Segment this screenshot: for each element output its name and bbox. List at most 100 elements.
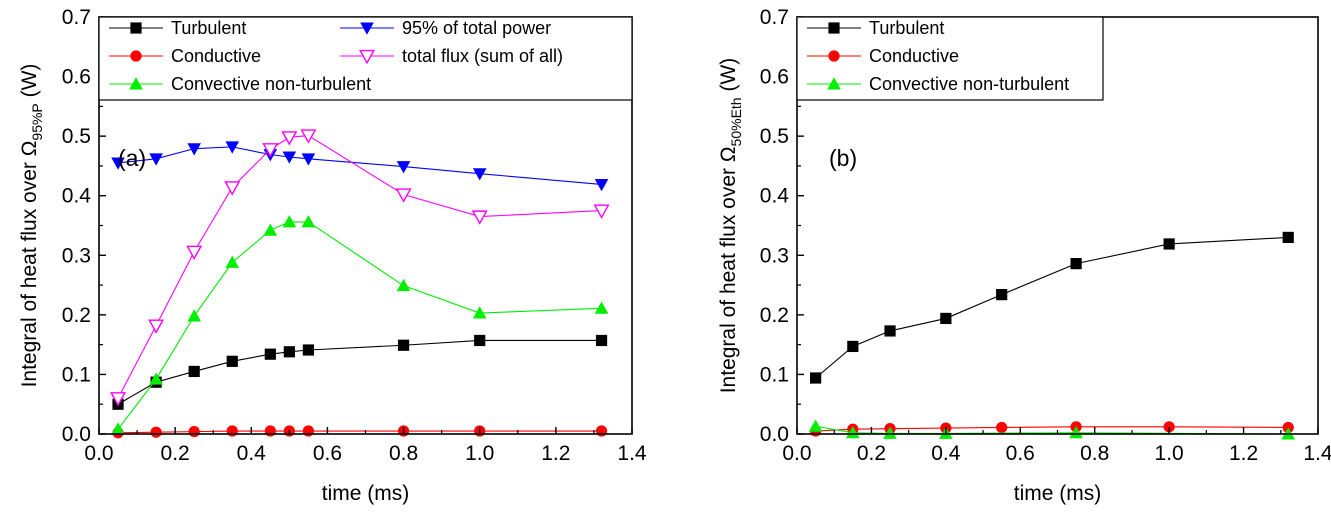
- legend-marker: [828, 50, 840, 62]
- legend-item: Turbulent: [807, 18, 944, 38]
- series-line: [117, 221, 602, 430]
- data-point: [282, 151, 297, 164]
- legend-label: Conductive: [869, 46, 959, 66]
- x-tick-label: 0.0: [84, 442, 113, 465]
- data-point: [282, 215, 297, 228]
- series-line: [117, 146, 602, 185]
- data-point: [187, 309, 201, 322]
- series-line: [815, 426, 1289, 432]
- y-axis-title-main: Integral of heat flux over Ω: [18, 141, 41, 388]
- data-point: [471, 210, 488, 225]
- data-point: [225, 141, 240, 154]
- x-axis-title: time (ms): [1014, 482, 1102, 505]
- panel-label: (b): [829, 145, 857, 171]
- legend: Turbulent Conductive Convective non-turbul…: [98, 16, 633, 101]
- x-tick-label: 1.4: [617, 442, 647, 465]
- data-point: [593, 204, 610, 219]
- y-tick-label: 0.4: [62, 185, 92, 208]
- legend-label: Turbulent: [869, 18, 944, 38]
- y-tick-label: 0.3: [760, 244, 789, 267]
- legend-label: Turbulent: [171, 18, 246, 38]
- y-axis-title-subscript: 95%P: [29, 103, 45, 140]
- data-point: [226, 355, 238, 367]
- data-point: [186, 245, 203, 260]
- x-tick-label: 0.6: [313, 442, 342, 465]
- data-point: [281, 131, 298, 146]
- legend-marker: [828, 22, 840, 34]
- data-point: [148, 319, 165, 334]
- legend-item: Convective non-turbulent: [807, 74, 1069, 94]
- legend-label: Convective non-turbulent: [869, 74, 1069, 94]
- y-tick-label: 0.2: [760, 304, 789, 327]
- series-turbulent: [810, 231, 1294, 384]
- data-point: [188, 365, 200, 378]
- data-point: [301, 153, 316, 166]
- x-tick-label: 1.4: [1303, 442, 1331, 465]
- y-axis-title-main: Integral of heat flux over Ω: [717, 146, 740, 393]
- legend-marker: [130, 50, 142, 62]
- x-tick-label: 1.2: [1229, 442, 1258, 465]
- legend-marker: [130, 22, 142, 34]
- data-point: [225, 255, 240, 268]
- legend-marker: [360, 22, 374, 35]
- x-tick-label: 0.4: [931, 442, 961, 465]
- panel-label: (a): [118, 145, 146, 171]
- legend-label: Convective non-turbulent: [171, 74, 371, 94]
- data-point: [395, 188, 412, 203]
- chart-panel-b: 0.0 0.2 0.4 0.6 0.8 1.0 1.2 1.4 0.0 0.1 0.2 0.3 0.4 0…: [717, 6, 1331, 505]
- data-point: [996, 421, 1008, 434]
- y-axis-title-unit: (W): [717, 58, 740, 98]
- data-point: [263, 223, 278, 236]
- legend-marker: [827, 77, 841, 90]
- data-point: [883, 426, 897, 439]
- series-turbulent: [112, 334, 608, 410]
- y-tick-label: 0.7: [760, 6, 789, 29]
- legend-item: Conductive: [807, 46, 959, 66]
- series-convective-non-turbulent: [111, 215, 609, 435]
- y-tick-label: 0.6: [62, 66, 91, 89]
- x-tick-label: 0.8: [1080, 442, 1109, 465]
- series-line: [117, 134, 602, 399]
- data-point: [847, 340, 859, 353]
- x-tick-label: 0.4: [237, 442, 267, 465]
- legend-marker: [359, 49, 375, 65]
- x-tick-label: 0.0: [782, 442, 811, 465]
- legend-label: 95% of total power: [402, 18, 551, 38]
- x-tick-label: 1.2: [541, 442, 570, 465]
- y-axis-title-unit: (W): [18, 64, 41, 104]
- data-point: [283, 346, 295, 358]
- data-point: [472, 168, 487, 181]
- data-point: [302, 425, 314, 437]
- data-point: [472, 306, 487, 319]
- data-point: [396, 278, 411, 292]
- x-tick-label: 0.2: [161, 442, 190, 465]
- data-point: [150, 426, 162, 438]
- x-tick-label: 0.8: [389, 442, 418, 465]
- data-point: [1163, 238, 1175, 250]
- data-point: [187, 143, 201, 156]
- legend-box: [796, 16, 1104, 101]
- data-point: [302, 344, 314, 356]
- data-point: [595, 425, 608, 437]
- data-point: [1282, 231, 1294, 244]
- y-axis-title-subscript: 50%Eth: [728, 97, 744, 146]
- data-point: [226, 425, 238, 437]
- data-point: [846, 426, 860, 439]
- series-line: [117, 339, 602, 405]
- data-point: [595, 334, 608, 347]
- data-point: [1069, 426, 1083, 439]
- x-tick-label: 1.0: [1155, 442, 1184, 465]
- data-point: [396, 161, 411, 174]
- y-tick-label: 0.1: [62, 363, 91, 386]
- legend-item: total flux (sum of all): [340, 46, 563, 66]
- series-line: [815, 236, 1289, 379]
- legend-label: total flux (sum of all): [402, 46, 563, 66]
- data-point: [884, 325, 896, 337]
- data-point: [594, 178, 609, 192]
- data-point: [594, 301, 609, 314]
- data-point: [808, 419, 823, 432]
- series-95-of-total-power: [111, 141, 609, 192]
- data-point: [264, 425, 276, 437]
- y-tick-label: 0.6: [760, 66, 789, 89]
